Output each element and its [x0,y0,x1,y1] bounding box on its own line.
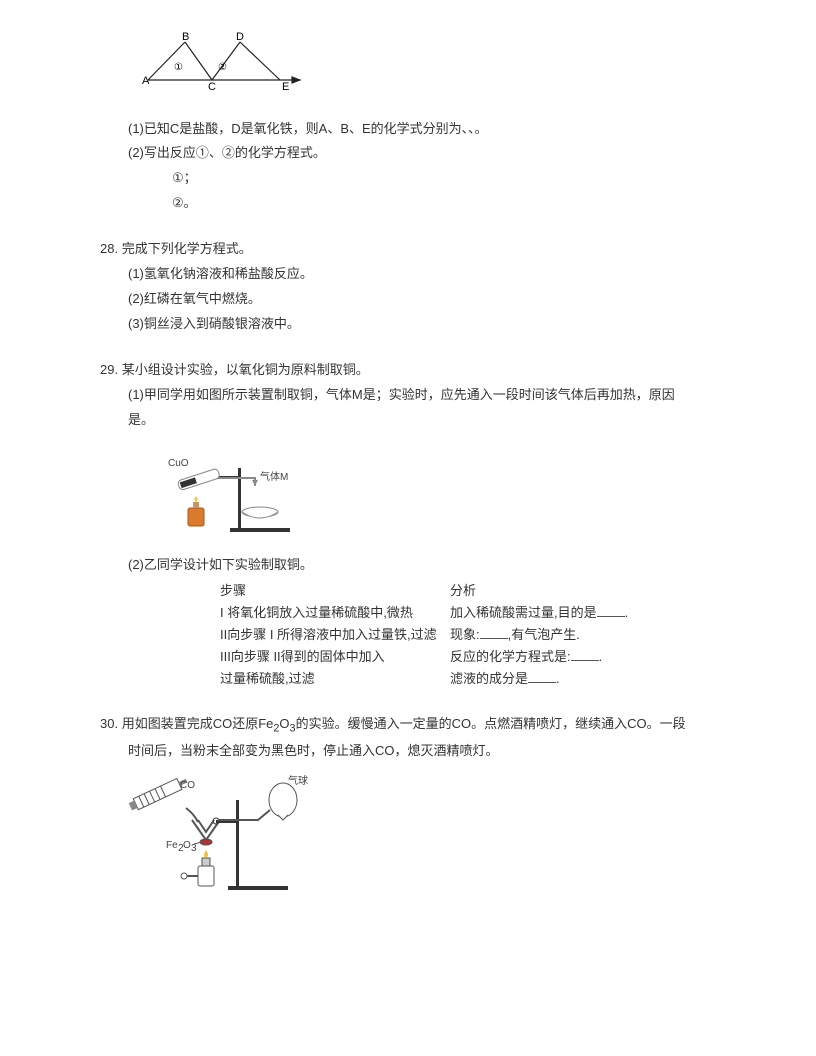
label-circ1: ① [174,62,183,73]
triangle-diagram: A B C D E ① ② [140,30,716,99]
r1r-a: 加入稀硫酸需过量,目的是 [450,605,597,620]
node-d: D [236,31,244,43]
q27-line2: (2)写出反应①、②的化学方程式。 [128,141,716,166]
r1l: I 将氧化铜放入过量稀硫酸中,微热 [220,602,450,624]
q30-num: 30. [100,716,118,731]
q29-s1b: 是。 [128,408,716,433]
apparatus-diagram-1: CuO 气体M [160,438,716,547]
q28-s2: (2)红磷在氧气中燃烧。 [128,287,716,312]
svg-text:O: O [183,840,191,851]
gasm-label: 气体M [260,470,288,483]
r2r-b: ,有气泡产生. [508,627,580,642]
r2r-a: 现象: [450,627,480,642]
q29-s2: (2)乙同学设计如下实验制取铜。 [128,553,716,578]
q30-line1: 30. 用如图装置完成CO还原Fe2O3的实验。缓慢通入一定量的CO。点燃酒精喷… [100,712,716,739]
balloon-label: 气球 [288,774,308,787]
blank-3 [571,649,599,661]
blank-1 [597,605,625,617]
node-a: A [142,75,150,87]
co-label: CO [180,780,195,791]
r2l: II向步骤 I 所得溶液中加入过量铁,过滤 [220,624,450,646]
q30-title-a: 用如图装置完成CO还原Fe [122,716,274,731]
apparatus-diagram-2: CO 气球 Fe 2 O 3 [128,770,716,909]
blank-4 [528,671,556,683]
svg-text:Fe: Fe [166,840,178,851]
r3r: 反应的化学方程式是:. [450,646,670,668]
q27-sub2: ②。 [172,191,716,216]
node-b: B [182,31,189,43]
r4r-a: 滤液的成分是 [450,671,528,686]
question-29: 29. 某小组设计实验，以氧化铜为原料制取铜。 (1)甲同学用如图所示装置制取铜… [100,358,716,690]
r3l: III向步骤 II得到的固体中加入 [220,646,450,668]
q30-line2: 时间后，当粉末全部变为黑色时，停止通入CO，熄灭酒精喷灯。 [128,739,716,764]
q29-num: 29. [100,362,118,377]
r2r: 现象: ,有气泡产生. [450,624,670,646]
q29-s1: (1)甲同学用如图所示装置制取铜，气体M是；实验时，应先通入一段时间该气体后再加… [128,383,716,408]
blank-2 [480,627,508,639]
question-30: 30. 用如图装置完成CO还原Fe2O3的实验。缓慢通入一定量的CO。点燃酒精喷… [100,712,716,909]
q30-title-c: 的实验。缓慢通入一定量的CO。点燃酒精喷灯，继续通入CO。一段 [296,716,686,731]
q27-line1: (1)已知C是盐酸，D是氧化铁，则A、B、E的化学式分别为、、。 [128,117,716,142]
question-28: 28. 完成下列化学方程式。 (1)氢氧化钠溶液和稀盐酸反应。 (2)红磷在氧气… [100,237,716,336]
r1r: 加入稀硫酸需过量,目的是. [450,602,670,624]
q27-sub1: ①； [172,166,716,191]
cuo-label: CuO [168,458,189,469]
q28-num: 28. [100,241,118,256]
r4r: 滤液的成分是. [450,668,670,690]
q30-title-b: O [279,716,289,731]
node-c: C [208,81,216,90]
q28-s3: (3)铜丝浸入到硝酸银溶液中。 [128,312,716,337]
th-analysis: 分析 [450,580,670,602]
r3r-b: . [599,649,603,664]
question-27-body: (1)已知C是盐酸，D是氧化铁，则A、B、E的化学式分别为、、。 (2)写出反应… [100,117,716,216]
r4r-b: . [556,671,560,686]
q28-s1: (1)氢氧化钠溶液和稀盐酸反应。 [128,262,716,287]
q28-title: 完成下列化学方程式。 [122,241,252,256]
q29-title: 某小组设计实验，以氧化铜为原料制取铜。 [122,362,369,377]
r1r-b: . [625,605,629,620]
fe2o3-label: Fe 2 O 3 [166,840,197,854]
label-circ2: ② [218,62,227,73]
q29-table: 步骤 I 将氧化铜放入过量稀硫酸中,微热 II向步骤 I 所得溶液中加入过量铁,… [220,580,716,690]
svg-text:3: 3 [191,843,197,854]
node-e: E [282,81,289,90]
r4l: 过量稀硫酸,过滤 [220,668,450,690]
r3r-a: 反应的化学方程式是: [450,649,571,664]
th-steps: 步骤 [220,580,450,602]
